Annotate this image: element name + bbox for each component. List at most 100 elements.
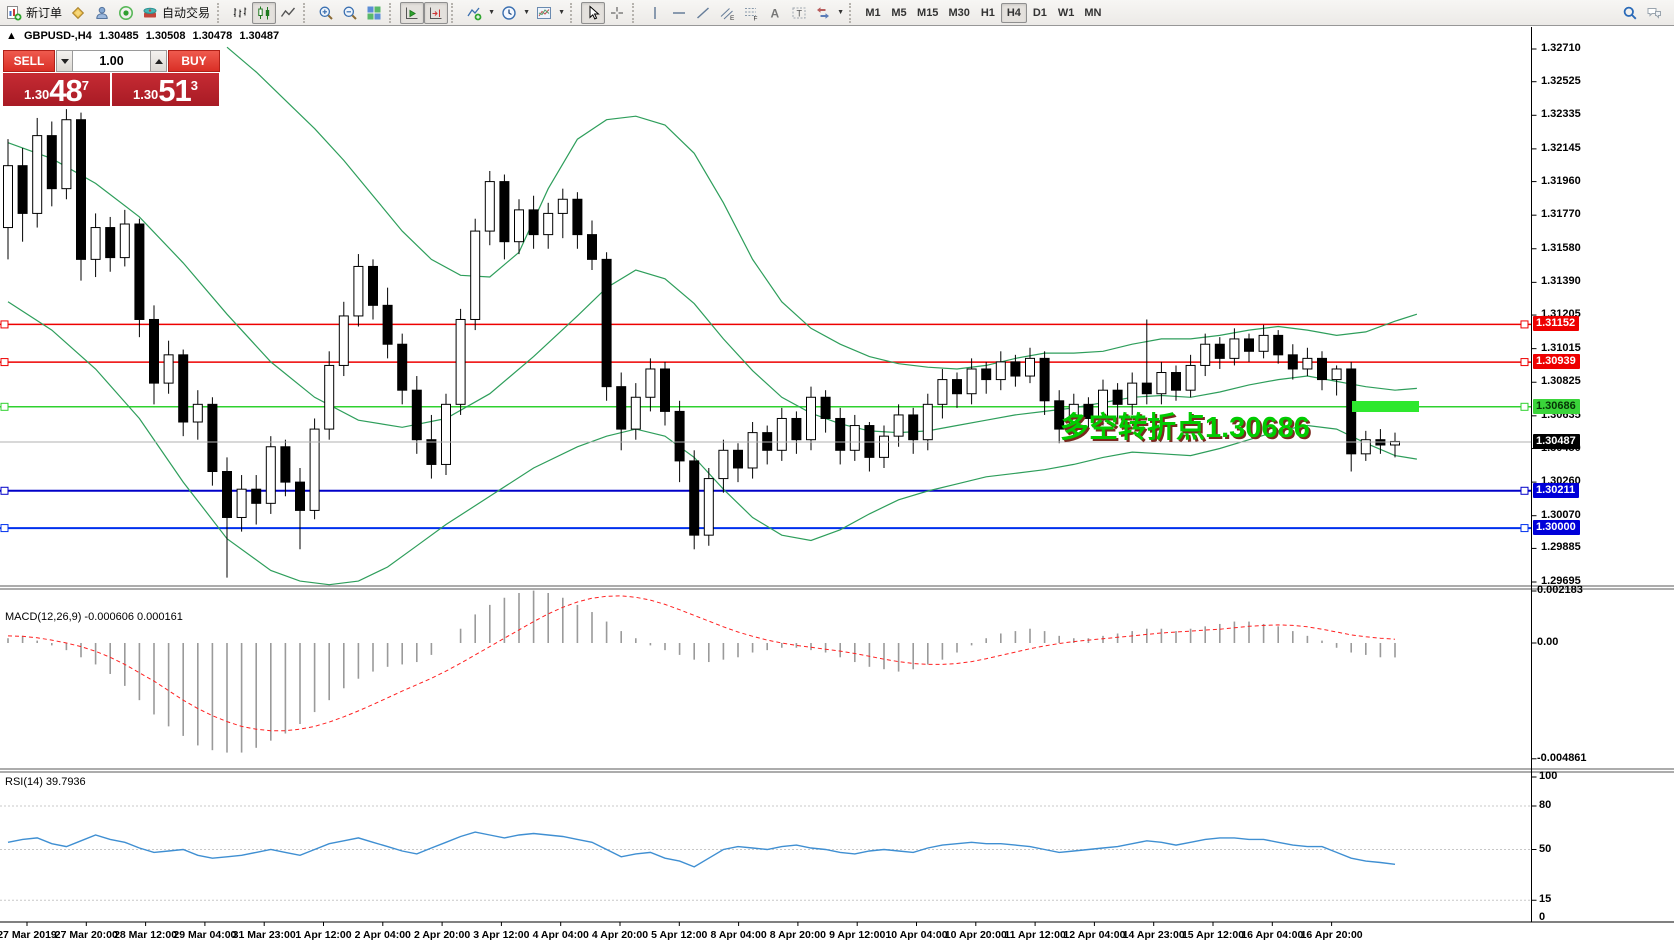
zoom-out-button[interactable] [338,2,362,24]
timeframe-button-H1[interactable]: H1 [980,6,995,19]
candle-body [689,460,700,536]
buy-price-box[interactable]: 1.30 51 3 [112,73,219,106]
periods-button[interactable] [497,2,521,24]
new-order-button[interactable]: 新订单 [2,2,66,24]
line-handle[interactable] [0,486,9,495]
text-label-icon: T [791,5,807,21]
candle-body [222,471,232,518]
candle-body [616,386,627,430]
signal-button[interactable] [114,2,138,24]
text-label-button[interactable]: T [787,2,811,24]
timeframe-button-M30[interactable]: M30 [948,6,970,19]
candle-body [762,432,773,451]
chart-shift-button[interactable] [424,1,449,24]
timeframe-button-D1[interactable]: D1 [1032,6,1047,19]
candle-body [309,428,320,511]
shapes-button[interactable] [811,2,835,24]
candle-body [557,198,568,214]
bar-chart-button[interactable] [228,2,252,24]
chart-area[interactable]: 1.32710 1.32525 1.32335 1.32145 1.31960 1.317… [0,26,1674,948]
timeframe-button-W1[interactable]: W1 [1057,6,1075,19]
volume-input[interactable]: 1.00 [73,50,150,72]
autotrade-button[interactable]: 自动交易 [138,2,214,24]
sell-price-box[interactable]: 1.30 48 7 [3,73,110,106]
toolbar: 新订单 自动交易 ▼ ▼ ▼ E F A [0,0,1674,26]
buy-button[interactable]: BUY [168,50,220,72]
horizontal-line-button[interactable] [667,2,691,24]
line-handle[interactable] [1520,486,1529,495]
profile-icon [94,5,110,21]
shapes-dropdown-icon[interactable]: ▼ [837,9,844,16]
candle-body [192,403,203,423]
timeframe-button-M5[interactable]: M5 [891,6,907,19]
timeframe-button-MN[interactable]: MN [1084,6,1102,19]
sell-button[interactable]: SELL [3,50,55,72]
candle-body [32,135,43,214]
candlestick-chart-icon [256,5,272,21]
crosshair-button[interactable] [605,2,629,24]
candle-body [1287,354,1298,370]
text-button[interactable]: A [763,2,787,24]
text-icon: A [767,5,783,21]
candle-body [280,446,291,483]
rsi-header: RSI(14) 39.7936 [5,776,89,788]
buy-price-big: 51 [158,73,191,108]
candle-body [674,410,685,462]
zoom-out-icon [342,5,358,21]
candle-body [1229,338,1240,359]
candle-body [441,403,451,465]
candle-body [1302,357,1313,370]
candle-body [295,481,305,511]
line-handle[interactable] [0,402,9,411]
triangle-down-icon [60,58,69,64]
ohlc-close: 1.30487 [239,30,280,42]
candle-body [149,318,159,384]
line-handle[interactable] [0,320,9,329]
timeframe-button-M1[interactable]: M1 [865,6,881,19]
candle-body [368,265,378,306]
volume-increase-button[interactable] [150,50,167,72]
templates-dropdown-icon[interactable]: ▼ [558,9,565,16]
zoom-in-button[interactable] [314,2,338,24]
line-handle[interactable] [1520,402,1529,411]
auto-scroll-button[interactable] [400,1,425,24]
line-handle[interactable] [0,358,9,367]
candle-body [324,364,335,430]
line-chart-button[interactable] [276,2,300,24]
candle-body [572,198,583,236]
periods-dropdown-icon[interactable]: ▼ [523,9,530,16]
search-button[interactable] [1618,2,1642,24]
channel-button[interactable]: E [715,2,739,24]
collapse-panel-icon[interactable]: ▲ [6,30,17,42]
candle-body [265,446,276,504]
timeframe-button-M15[interactable]: M15 [917,6,939,19]
trendline-icon [695,5,711,21]
rsi-line [7,831,1396,868]
indicators-button[interactable] [462,2,486,24]
candle-body [893,414,904,437]
candlestick-chart-button[interactable] [252,1,277,24]
line-handle[interactable] [1520,320,1529,329]
tile-windows-button[interactable] [362,2,386,24]
candle-body [382,304,393,345]
vertical-line-button[interactable] [643,2,667,24]
line-handle[interactable] [1520,358,1529,367]
fibonacci-button[interactable]: F [739,2,763,24]
line-handle[interactable] [1520,524,1529,533]
cursor-icon [585,4,601,21]
templates-button[interactable] [532,2,556,24]
trendline-button[interactable] [691,2,715,24]
candle-body [353,265,364,317]
indicators-dropdown-icon[interactable]: ▼ [488,9,495,16]
metaeditor-button[interactable] [66,2,90,24]
line-handle[interactable] [0,524,9,533]
cursor-button[interactable] [581,1,606,24]
chat-button[interactable] [1642,2,1666,24]
autotrade-icon [142,5,158,21]
timeframe-button-H4[interactable]: H4 [1000,2,1027,23]
candle-body [1141,382,1152,395]
chart-plot[interactable] [0,26,1674,948]
svg-text:A: A [771,6,780,20]
profile-button[interactable] [90,2,114,24]
volume-decrease-button[interactable] [56,50,73,72]
